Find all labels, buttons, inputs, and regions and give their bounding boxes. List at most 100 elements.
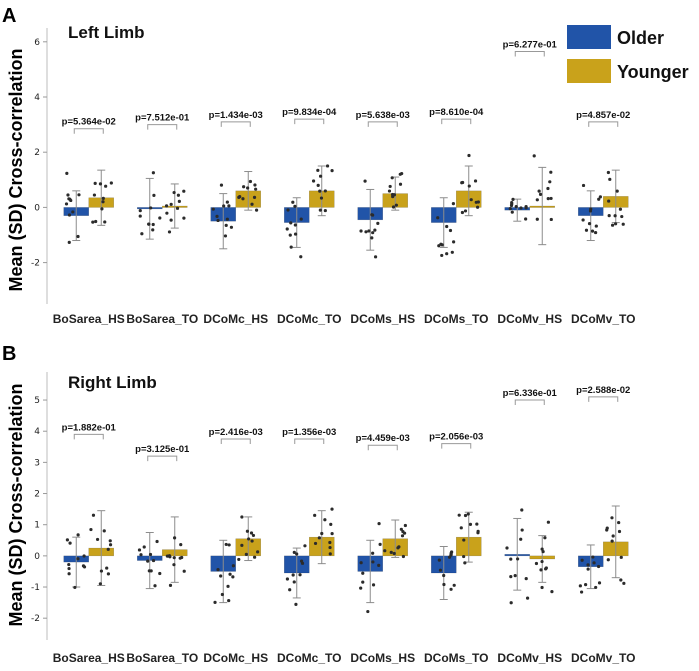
data-point bbox=[361, 571, 365, 575]
data-point bbox=[519, 206, 523, 210]
data-point bbox=[377, 563, 381, 567]
data-point bbox=[537, 189, 541, 193]
data-point bbox=[619, 578, 623, 582]
data-point bbox=[323, 518, 327, 522]
data-point bbox=[98, 582, 102, 586]
data-point bbox=[245, 529, 250, 533]
data-point bbox=[459, 526, 463, 530]
data-point bbox=[311, 179, 316, 183]
data-point bbox=[82, 554, 86, 558]
data-point bbox=[610, 516, 614, 520]
data-point bbox=[147, 222, 151, 226]
data-point bbox=[511, 197, 515, 201]
data-point bbox=[476, 529, 480, 534]
data-point bbox=[293, 232, 298, 236]
p-value-label: p=2.416e-03 bbox=[209, 427, 263, 438]
data-point bbox=[99, 569, 104, 573]
data-point bbox=[383, 549, 387, 553]
data-point bbox=[548, 180, 552, 184]
data-point bbox=[370, 236, 374, 240]
data-point bbox=[462, 554, 466, 559]
significance-bracket bbox=[294, 438, 325, 444]
data-point bbox=[172, 563, 176, 567]
data-point bbox=[64, 202, 69, 206]
data-point bbox=[396, 546, 400, 550]
data-point bbox=[371, 551, 375, 555]
data-point bbox=[149, 206, 153, 210]
data-point bbox=[179, 543, 183, 547]
category-label: DCoMs_HS bbox=[350, 312, 415, 326]
data-point bbox=[225, 200, 229, 204]
category-label: BoSarea_TO bbox=[126, 651, 198, 665]
data-point bbox=[298, 573, 302, 577]
data-point bbox=[622, 581, 626, 585]
data-point bbox=[73, 585, 77, 590]
data-point bbox=[316, 183, 320, 187]
data-point bbox=[370, 213, 374, 217]
data-point bbox=[216, 568, 220, 572]
panel-b-y-axis-label: Mean (SD) Cross-correlation bbox=[6, 383, 26, 626]
data-point bbox=[100, 207, 104, 211]
data-point bbox=[67, 562, 71, 567]
data-point bbox=[442, 573, 446, 578]
data-point bbox=[378, 542, 382, 546]
data-point bbox=[596, 564, 601, 569]
significance-bracket bbox=[514, 399, 545, 406]
p-value-label: p=2.588e-02 bbox=[576, 385, 630, 396]
data-point bbox=[615, 189, 619, 193]
data-point bbox=[328, 552, 332, 556]
data-point bbox=[516, 557, 520, 561]
category-label: DCoMv_TO bbox=[571, 312, 635, 326]
data-point bbox=[103, 220, 107, 224]
data-point bbox=[361, 580, 365, 584]
data-point bbox=[535, 217, 539, 221]
data-point bbox=[549, 196, 553, 201]
significance-bracket bbox=[588, 121, 619, 127]
data-point bbox=[227, 543, 231, 547]
data-point bbox=[318, 174, 323, 178]
data-point bbox=[109, 181, 113, 185]
data-point bbox=[474, 200, 478, 204]
data-point bbox=[250, 539, 254, 543]
p-value-label: p=6.277e-01 bbox=[503, 39, 558, 50]
data-point bbox=[606, 558, 610, 562]
data-point bbox=[469, 198, 473, 202]
data-point bbox=[95, 537, 100, 542]
data-point bbox=[373, 255, 378, 259]
data-point bbox=[436, 216, 440, 220]
category-label: BoSarea_HS bbox=[53, 312, 125, 326]
data-point bbox=[400, 534, 405, 538]
p-value-label: p=3.125e-01 bbox=[135, 444, 190, 455]
data-point bbox=[610, 539, 614, 543]
data-point bbox=[224, 223, 228, 227]
data-point bbox=[597, 581, 602, 585]
category-label: DCoMv_TO bbox=[571, 651, 635, 665]
p-value-label: p=8.610e-04 bbox=[429, 107, 484, 118]
data-point bbox=[525, 596, 530, 600]
data-point bbox=[288, 233, 292, 237]
data-point bbox=[244, 552, 248, 557]
data-point bbox=[392, 551, 396, 556]
significance-bracket bbox=[514, 50, 545, 57]
data-point bbox=[138, 209, 142, 213]
data-point bbox=[451, 202, 455, 206]
significance-bracket bbox=[147, 124, 178, 130]
data-point bbox=[253, 183, 257, 187]
data-point bbox=[108, 543, 113, 547]
data-point bbox=[228, 572, 232, 576]
data-point bbox=[101, 196, 105, 200]
data-point bbox=[76, 533, 80, 537]
data-point bbox=[323, 208, 327, 213]
y-tick-label: 0 bbox=[34, 552, 40, 562]
data-point bbox=[256, 550, 260, 554]
category-label: DCoMc_HS bbox=[203, 312, 268, 326]
data-point bbox=[363, 179, 367, 183]
data-point bbox=[371, 231, 375, 235]
data-point bbox=[216, 218, 220, 223]
data-point bbox=[76, 557, 80, 561]
data-point bbox=[461, 180, 465, 185]
data-point bbox=[466, 512, 470, 516]
data-point bbox=[176, 193, 181, 197]
panel-b-title: Right Limb bbox=[68, 373, 157, 392]
data-point bbox=[67, 240, 71, 244]
